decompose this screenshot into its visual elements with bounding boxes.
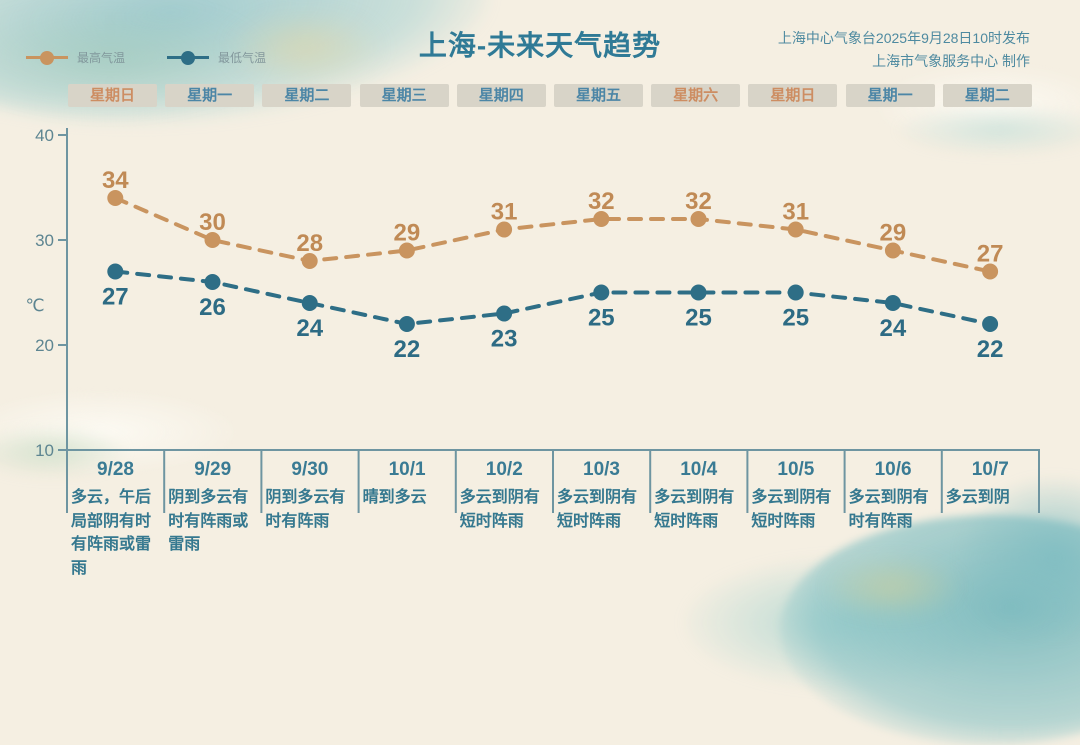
min-temp-value-label: 25 bbox=[588, 305, 615, 332]
min-temp-series: 27 26 24 22 23 25 25 25 24 22 bbox=[102, 263, 1004, 363]
legend-item-max-temp: 最高气温 bbox=[26, 49, 125, 66]
chart-legend: 最高气温 最低气温 bbox=[26, 49, 266, 66]
max-temp-value-label: 32 bbox=[685, 188, 712, 215]
forecast-column-8: 10/6 多云到阴有时有阵雨 bbox=[845, 456, 942, 533]
max-temp-series: 34 30 28 29 31 32 32 31 29 27 bbox=[102, 167, 1004, 280]
legend-label: 最低气温 bbox=[218, 51, 267, 65]
forecast-column-2: 9/30 阴到多云有时有阵雨 bbox=[261, 456, 358, 533]
forecast-column-9: 10/7 多云到阴 bbox=[942, 456, 1039, 510]
y-tick-label: 10 bbox=[35, 441, 54, 460]
max-temp-value-label: 34 bbox=[102, 167, 129, 194]
y-tick-label: 30 bbox=[35, 231, 54, 250]
forecast-description: 多云到阴有时有阵雨 bbox=[848, 489, 929, 530]
forecast-description: 晴到多云 bbox=[362, 489, 427, 506]
forecast-description: 多云到阴有短时阵雨 bbox=[654, 489, 735, 530]
min-temp-value-label: 22 bbox=[394, 336, 421, 363]
max-temp-dot bbox=[787, 221, 804, 238]
min-temp-value-label: 23 bbox=[491, 326, 518, 353]
source-info: 上海中心气象台2025年9月28日10时发布 上海市气象服务中心 制作 bbox=[778, 27, 1030, 73]
forecast-date: 10/5 bbox=[777, 459, 815, 480]
forecast-date: 10/1 bbox=[388, 459, 426, 480]
max-temp-dot bbox=[204, 232, 221, 248]
max-temp-value-label: 32 bbox=[588, 188, 615, 215]
max-temp-dot bbox=[107, 190, 124, 206]
legend-line-dot-icon bbox=[167, 50, 210, 65]
max-temp-dot bbox=[690, 211, 707, 227]
max-temp-value-label: 30 bbox=[199, 209, 226, 236]
min-temp-dot bbox=[107, 263, 124, 280]
min-temp-value-label: 24 bbox=[296, 315, 323, 342]
forecast-date: 9/30 bbox=[291, 459, 329, 480]
forecast-date: 10/2 bbox=[485, 459, 523, 480]
min-temp-dot bbox=[982, 316, 999, 332]
legend-line-dot-icon bbox=[26, 50, 68, 65]
forecast-date: 10/7 bbox=[971, 459, 1009, 480]
source-line-1: 上海中心气象台2025年9月28日10时发布 bbox=[777, 30, 1030, 46]
forecast-column-1: 9/29 阴到多云有时有阵雨或雷雨 bbox=[164, 456, 261, 557]
forecast-column-3: 10/1 晴到多云 bbox=[359, 456, 456, 510]
weekday-chip-5: 星期五 bbox=[554, 84, 643, 107]
legend-dot-icon bbox=[181, 50, 196, 65]
forecast-description: 多云到阴 bbox=[945, 489, 1010, 506]
legend-dot-icon bbox=[40, 50, 54, 65]
max-temp-value-label: 29 bbox=[880, 220, 907, 247]
max-temp-dot bbox=[301, 253, 318, 269]
min-temp-dot bbox=[690, 284, 707, 301]
forecast-column-6: 10/4 多云到阴有短时阵雨 bbox=[650, 456, 747, 533]
max-temp-line bbox=[113, 196, 993, 274]
min-temp-dot bbox=[204, 274, 221, 290]
max-temp-value-label: 31 bbox=[491, 199, 518, 226]
forecast-date: 10/6 bbox=[874, 459, 912, 480]
weekday-chip-7: 星期日 bbox=[748, 84, 838, 107]
forecast-column-4: 10/2 多云到阴有短时阵雨 bbox=[456, 456, 553, 533]
forecast-description: 多云到阴有短时阵雨 bbox=[751, 489, 832, 530]
forecast-date: 10/4 bbox=[680, 459, 718, 480]
source-line-2: 上海市气象服务中心 制作 bbox=[872, 53, 1030, 69]
y-tick-label: 20 bbox=[35, 336, 54, 355]
max-temp-value-label: 28 bbox=[296, 230, 323, 257]
forecast-column-0: 9/28 多云，午后局部阴有时有阵雨或雷雨 bbox=[67, 456, 164, 580]
forecast-description: 多云到阴有短时阵雨 bbox=[557, 489, 638, 530]
forecast-date: 9/29 bbox=[194, 459, 232, 480]
max-temp-value-label: 31 bbox=[782, 199, 809, 226]
page-title: 上海-未来天气趋势 bbox=[418, 30, 662, 61]
min-temp-dot bbox=[787, 284, 804, 301]
min-temp-value-label: 25 bbox=[782, 305, 809, 332]
min-temp-value-label: 26 bbox=[199, 294, 226, 321]
min-temp-line bbox=[113, 269, 993, 327]
min-temp-dot bbox=[593, 284, 610, 301]
forecast-date: 9/28 bbox=[97, 459, 134, 480]
min-temp-dot bbox=[301, 295, 318, 311]
max-temp-dot bbox=[593, 211, 610, 227]
max-temp-value-label: 29 bbox=[394, 220, 421, 247]
forecast-date: 10/3 bbox=[583, 459, 620, 480]
legend-label: 最高气温 bbox=[77, 51, 126, 65]
forecast-description: 多云到阴有短时阵雨 bbox=[459, 489, 540, 530]
min-temp-dot bbox=[496, 305, 513, 322]
min-temp-dot bbox=[884, 295, 901, 311]
min-temp-value-label: 25 bbox=[685, 305, 712, 332]
min-temp-value-label: 22 bbox=[977, 336, 1004, 363]
max-temp-dot bbox=[496, 221, 513, 238]
max-temp-dot bbox=[884, 242, 901, 259]
y-axis-unit-label: ℃ bbox=[25, 296, 44, 315]
weekday-chip-6: 星期六 bbox=[651, 84, 741, 107]
forecast-column-5: 10/3 多云到阴有短时阵雨 bbox=[553, 456, 650, 533]
y-tick-label: 40 bbox=[35, 126, 54, 145]
max-temp-dot bbox=[982, 263, 999, 280]
min-temp-dot bbox=[398, 316, 415, 332]
max-temp-value-label: 27 bbox=[977, 241, 1004, 268]
min-temp-value-label: 24 bbox=[880, 315, 907, 342]
forecast-description: 阴到多云有时有阵雨 bbox=[265, 489, 346, 530]
forecast-column-7: 10/5 多云到阴有短时阵雨 bbox=[747, 456, 844, 533]
legend-item-min-temp: 最低气温 bbox=[167, 49, 266, 66]
forecast-description: 阴到多云有时有阵雨或雷雨 bbox=[168, 489, 249, 553]
forecast-description: 多云，午后局部阴有时有阵雨或雷雨 bbox=[71, 489, 152, 577]
min-temp-value-label: 27 bbox=[102, 284, 129, 311]
max-temp-dot bbox=[398, 242, 415, 259]
